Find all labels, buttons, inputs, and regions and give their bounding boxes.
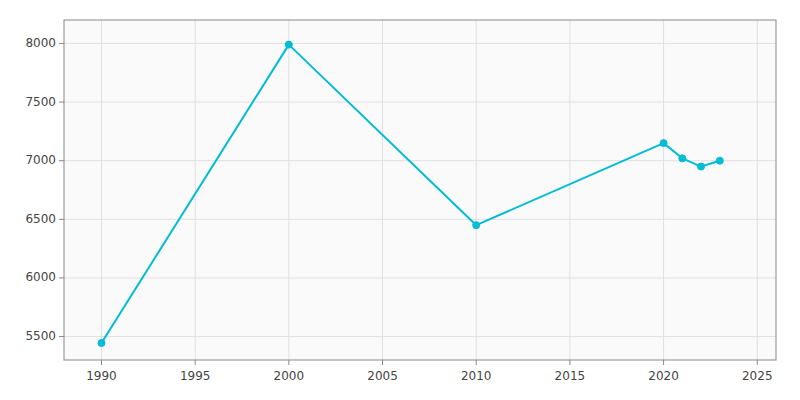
x-grid-line (195, 20, 196, 360)
point (285, 41, 292, 48)
x-grid-line (757, 20, 758, 360)
x-tick-label: 2020 (648, 369, 679, 383)
x-grid-line (663, 20, 664, 360)
x-tick-label: 2000 (274, 369, 305, 383)
y-tick-label: 5500 (25, 329, 56, 343)
y-tick-label: 7500 (25, 95, 56, 109)
y-tick-label: 8000 (25, 36, 56, 50)
y-grid-line (64, 277, 776, 278)
y-tick (59, 102, 64, 103)
y-grid-line (64, 102, 776, 103)
plot-frame (64, 20, 776, 360)
y-tick (59, 277, 64, 278)
x-tick-label: 2025 (742, 369, 773, 383)
x-tick (288, 360, 289, 365)
y-tick-label: 6000 (25, 270, 56, 284)
point (698, 163, 705, 170)
x-tick (569, 360, 570, 365)
y-grid-line (64, 336, 776, 337)
x-tick (757, 360, 758, 365)
point (716, 157, 723, 164)
y-grid-line (64, 219, 776, 220)
x-tick-label: 2005 (367, 369, 398, 383)
y-tick-label: 6500 (25, 212, 56, 226)
y-grid-line (64, 160, 776, 161)
x-tick-label: 2010 (461, 369, 492, 383)
line (101, 45, 719, 343)
x-tick (101, 360, 102, 365)
x-grid-line (569, 20, 570, 360)
point (679, 155, 686, 162)
series (98, 41, 723, 346)
x-grid-line (288, 20, 289, 360)
plot-area (64, 20, 776, 360)
y-tick (59, 160, 64, 161)
axes: 5500 6000 6500 7000 7500 8000 1990 1995 2000 2005… (25, 20, 776, 383)
y-grid-line (64, 43, 776, 44)
x-tick-label: 1990 (86, 369, 117, 383)
y-tick (59, 43, 64, 44)
point (660, 140, 667, 147)
y-tick (59, 219, 64, 220)
x-tick-label: 2015 (555, 369, 586, 383)
y-tick (59, 336, 64, 337)
x-grid-line (382, 20, 383, 360)
x-grid-line (476, 20, 477, 360)
x-tick (195, 360, 196, 365)
x-grid-line (101, 20, 102, 360)
x-tick (663, 360, 664, 365)
y-tick-label: 7000 (25, 153, 56, 167)
grid (64, 20, 776, 360)
x-tick-label: 1995 (180, 369, 211, 383)
point (98, 340, 105, 347)
x-tick (476, 360, 477, 365)
chart-container: 5500 6000 6500 7000 7500 8000 1990 1995 2000 2005… (0, 0, 800, 400)
x-tick (382, 360, 383, 365)
chart: 5500 6000 6500 7000 7500 8000 1990 1995 2000 2005… (0, 0, 800, 400)
point (473, 222, 480, 229)
